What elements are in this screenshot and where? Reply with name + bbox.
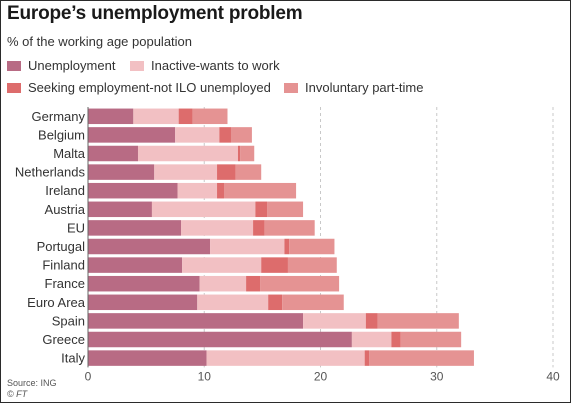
category-label-ireland: Ireland [45,183,85,198]
bar-italy-series-3 [369,350,474,366]
bar-euro-area-series-2 [268,294,283,311]
category-label-eu: EU [67,220,85,235]
x-tick-label-10: 10 [198,369,212,383]
credit-note: © FT [7,389,28,399]
bar-spain-series-1 [303,313,366,329]
chart-title: Europe’s unemployment problem [7,3,303,24]
bar-belgium-series-1 [175,127,220,143]
source-note: Source: ING [7,378,57,388]
bar-belgium-series-2 [219,127,231,143]
bar-eu-series-3 [264,220,315,236]
legend-swatch-seeking [7,82,21,93]
chart-subtitle: % of the working age population [7,34,193,49]
bar-ireland-series-1 [177,182,218,199]
bar-france-series-1 [199,275,247,292]
bar-malta-series-2 [237,145,241,162]
bar-belgium-series-3 [230,127,252,143]
bar-italy-series-0 [88,350,207,366]
bar-malta-series-3 [240,145,255,162]
bar-netherlands-series-0 [88,164,155,180]
bar-ireland-series-2 [217,182,225,199]
category-label-austria: Austria [45,202,86,217]
legend-item-part-time: Involuntary part-time [284,80,424,95]
category-label-greece: Greece [42,332,85,347]
bar-germany-series-0 [88,108,134,125]
legend-item-unemployment: Unemployment [7,58,115,73]
bar-italy-series-2 [364,350,370,366]
bar-portugal-series-1 [210,238,285,255]
bar-spain-series-2 [365,313,378,329]
legend-swatch-inactive [130,60,144,71]
bar-eu-series-1 [181,220,254,236]
bar-ireland-series-0 [88,182,178,199]
x-tick-label-0: 0 [85,369,92,383]
bar-portugal-series-3 [289,238,335,255]
legend-item-inactive: Inactive-wants to work [130,58,280,73]
bar-eu-series-2 [253,220,265,236]
bar-austria-series-2 [255,201,268,218]
legend-label-unemployment: Unemployment [28,58,116,73]
bar-finland-series-1 [182,257,262,273]
category-label-spain: Spain [52,313,85,328]
bar-eu-series-0 [88,220,181,236]
bar-germany-series-3 [192,108,228,125]
bar-austria-series-0 [88,201,152,218]
bar-ireland-series-3 [224,182,297,199]
category-label-portugal: Portugal [37,239,86,254]
category-label-italy: Italy [61,351,85,366]
bar-spain-series-0 [88,313,304,329]
legend-label-seeking: Seeking employment-not ILO unemployed [28,80,271,95]
bar-netherlands-series-3 [235,164,262,180]
bar-spain-series-3 [377,313,459,329]
x-tick-label-20: 20 [314,369,328,383]
bar-france-series-3 [260,275,340,292]
bar-finland-series-0 [88,257,183,273]
bar-malta-series-0 [88,145,138,162]
bar-finland-series-2 [261,257,288,273]
bar-euro-area-series-1 [197,294,269,311]
bar-finland-series-3 [287,257,337,273]
legend-swatch-part-time [284,82,298,93]
legend-item-seeking: Seeking employment-not ILO unemployed [7,80,271,95]
bar-france-series-2 [246,275,261,292]
legend-swatch-unemployment [7,60,21,71]
category-label-malta: Malta [53,146,86,161]
bar-greece-series-1 [351,331,392,348]
bar-france-series-0 [88,275,200,292]
bar-portugal-series-0 [88,238,211,255]
x-tick-label-30: 30 [430,369,444,383]
bar-malta-series-1 [137,145,238,162]
legend-label-inactive: Inactive-wants to work [151,58,280,73]
bar-greece-series-2 [391,331,401,348]
bar-netherlands-series-2 [217,164,236,180]
bar-euro-area-series-3 [282,294,344,311]
category-label-france: France [45,276,85,291]
legend-label-part-time: Involuntary part-time [305,80,424,95]
bar-euro-area-series-0 [88,294,198,311]
bar-germany-series-1 [133,108,179,125]
bar-greece-series-0 [88,331,352,348]
category-label-euro-area: Euro Area [27,295,86,310]
bar-germany-series-2 [178,108,193,125]
bar-portugal-series-2 [284,238,290,255]
bar-belgium-series-0 [88,127,176,143]
category-label-netherlands: Netherlands [15,165,86,180]
bar-italy-series-1 [206,350,365,366]
x-tick-label-40: 40 [546,369,560,383]
category-label-belgium: Belgium [38,127,85,142]
bar-netherlands-series-1 [154,164,218,180]
category-label-finland: Finland [42,258,85,273]
bar-greece-series-3 [400,331,462,348]
category-label-germany: Germany [32,109,86,124]
bar-austria-series-3 [267,201,304,218]
bar-austria-series-1 [151,201,256,218]
